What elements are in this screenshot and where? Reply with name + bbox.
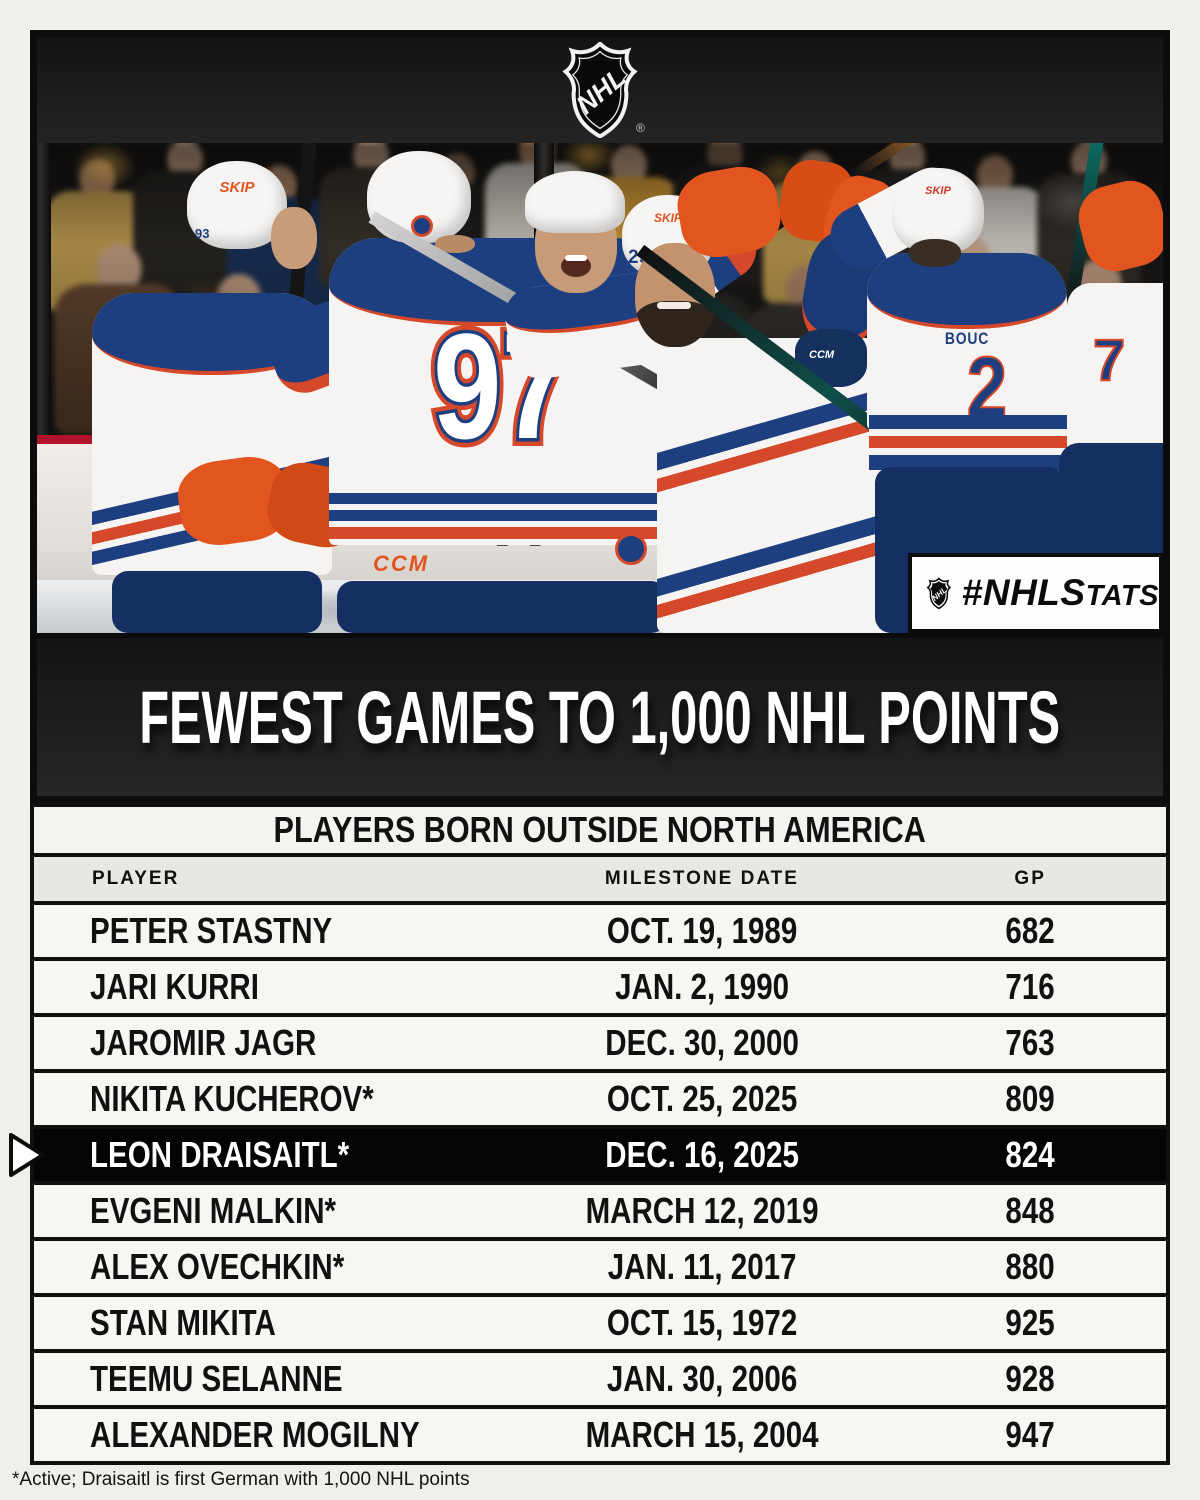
player-name: TEEMU SELANNE <box>90 1358 343 1399</box>
helmet <box>525 171 625 233</box>
column-header-player: PLAYER <box>92 868 180 889</box>
table-row: TEEMU SELANNE JAN. 30, 2006 928 <box>34 1353 1166 1409</box>
helmet-sponsor-text: SKIP <box>653 211 682 226</box>
helmet-sponsor-text: SKIP <box>219 178 255 196</box>
jersey-waist-stripes <box>869 415 1067 470</box>
header-band: NHL ® <box>37 37 1163 143</box>
player-face <box>271 207 317 269</box>
games-played: 925 <box>1005 1302 1055 1343</box>
table-column-headers: PLAYER MILESTONE DATE GP <box>34 857 1166 905</box>
player-name: JAROMIR JAGR <box>90 1022 317 1063</box>
games-played: 947 <box>1005 1414 1055 1455</box>
player-name: ALEXANDER MOGILNY <box>90 1414 420 1455</box>
milestone-date: JAN. 30, 2006 <box>606 1358 798 1399</box>
milestone-date: DEC. 16, 2025 <box>605 1134 799 1175</box>
jersey-number-97: 97 97 97 <box>427 296 577 477</box>
title-band: FEWEST GAMES TO 1,000 NHL POINTS <box>37 638 1163 796</box>
photo-oilers-celebration: H N <box>37 143 1163 633</box>
jersey-number-7: 7 <box>1092 327 1126 394</box>
ccm-brand-text: CCM <box>373 551 430 576</box>
player-name: NIKITA KUCHEROV* <box>90 1078 374 1119</box>
player-pants <box>337 581 667 633</box>
column-header-gp: GP <box>1014 868 1046 889</box>
table-subtitle: PLAYERS BORN OUTSIDE NORTH AMERICA <box>34 807 1166 857</box>
table-row: ALEX OVECHKIN* JAN. 11, 2017 880 <box>34 1241 1166 1297</box>
registered-trademark: ® <box>636 121 645 135</box>
jersey-nameplate: BOUC <box>944 329 990 348</box>
player-name: EVGENI MALKIN* <box>90 1190 337 1231</box>
games-played: 848 <box>1005 1190 1055 1231</box>
player-name: JARI KURRI <box>90 966 259 1007</box>
highlight-arrow-icon <box>9 1133 45 1177</box>
milestone-date: OCT. 25, 2025 <box>606 1078 798 1119</box>
player-hair <box>909 239 961 267</box>
games-played: 682 <box>1005 910 1055 951</box>
player-name: ALEX OVECHKIN* <box>90 1246 345 1287</box>
player-name: LEON DRAISAITL* <box>90 1134 350 1175</box>
milestone-date: DEC. 30, 2000 <box>605 1022 799 1063</box>
stats-table: PLAYERS BORN OUTSIDE NORTH AMERICA PLAYE… <box>9 803 1170 1465</box>
games-played: 880 <box>1005 1246 1055 1287</box>
player-name: PETER STASTNY <box>90 910 333 951</box>
helmet-number: 93 <box>195 226 210 241</box>
milestone-date: JAN. 2, 1990 <box>614 966 789 1007</box>
table-row: PETER STASTNY OCT. 19, 1989 682 <box>34 905 1166 961</box>
milestone-date: OCT. 15, 1972 <box>606 1302 798 1343</box>
milestone-date: OCT. 19, 1989 <box>606 910 798 951</box>
helmet-sponsor-text: SKIP <box>925 185 951 198</box>
table-row: JAROMIR JAGR DEC. 30, 2000 763 <box>34 1017 1166 1073</box>
table-row: ALEXANDER MOGILNY MARCH 15, 2004 947 <box>34 1409 1166 1461</box>
nhl-shield-logo-icon: NHL <box>562 42 638 138</box>
jersey-number-2: 2 <box>966 339 1008 429</box>
column-header-milestone-date: MILESTONE DATE <box>604 868 799 889</box>
ccm-glove-text: CCM <box>809 349 835 361</box>
table-row: JARI KURRI JAN. 2, 1990 716 <box>34 961 1166 1017</box>
player-neck <box>435 235 475 253</box>
games-played: 763 <box>1005 1022 1055 1063</box>
table-row: STAN MIKITA OCT. 15, 1972 925 <box>34 1297 1166 1353</box>
content-frame: NHL ® <box>30 30 1170 803</box>
milestone-date: MARCH 15, 2004 <box>585 1414 819 1455</box>
table-row: NIKITA KUCHEROV* OCT. 25, 2025 809 <box>34 1073 1166 1129</box>
milestone-date: JAN. 11, 2017 <box>607 1246 797 1287</box>
games-played: 928 <box>1005 1358 1055 1399</box>
page-title: FEWEST GAMES TO 1,000 NHL POINTS <box>139 675 1061 759</box>
games-played: 716 <box>1005 966 1055 1007</box>
player-pants <box>112 571 322 633</box>
nhlstats-badge: NHL #NHLS TATS <box>908 553 1163 633</box>
nhlstats-shield-icon: NHL <box>926 576 952 609</box>
player-name: STAN MIKITA <box>90 1302 276 1343</box>
nhlstats-wordmark: #NHLS TATS <box>961 572 1159 613</box>
oilers-crest-icon <box>615 533 647 565</box>
footnote: *Active; Draisaitl is first German with … <box>12 1469 470 1490</box>
games-played: 824 <box>1005 1134 1055 1175</box>
table-row-highlighted-draisaitl: LEON DRAISAITL* DEC. 16, 2025 824 <box>9 1129 1166 1185</box>
glass-stanchion <box>37 143 51 435</box>
milestone-date: MARCH 12, 2019 <box>585 1190 819 1231</box>
table-row: EVGENI MALKIN* MARCH 12, 2019 848 <box>34 1185 1166 1241</box>
games-played: 809 <box>1005 1078 1055 1119</box>
helmet: SKIP 93 <box>187 161 287 249</box>
